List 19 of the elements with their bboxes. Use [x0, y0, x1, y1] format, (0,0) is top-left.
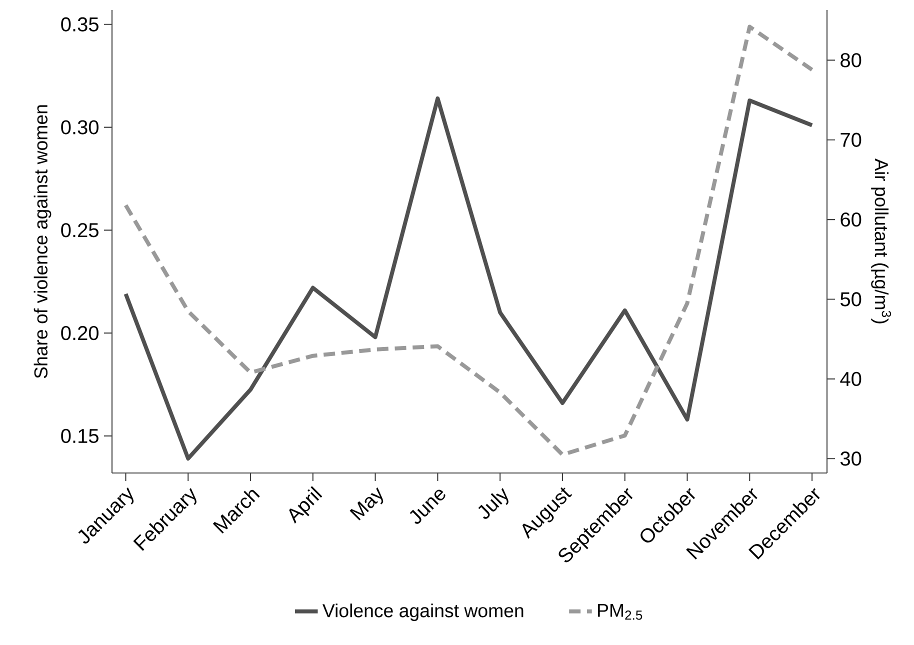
y2-tick-label: 30	[840, 452, 862, 466]
y-tick-label: 0.30	[61, 120, 98, 134]
y-tick-label: 0.20	[61, 326, 98, 340]
y-axis-title: Share of violence against women	[34, 105, 52, 378]
y-tick-label: 0.25	[61, 223, 98, 238]
y2-tick-label: 50	[840, 292, 862, 306]
legend-label: Violence against women	[322, 604, 524, 621]
line-series	[124, 96, 814, 461]
y-tick-label: 0.15	[61, 428, 98, 444]
y2-tick-label: 70	[840, 132, 862, 147]
y-tick-label: 0.35	[61, 17, 98, 32]
legend-label: PM$_{2.5}$	[598, 604, 642, 620]
line-series	[124, 24, 814, 457]
y2-tick-label: 80	[840, 53, 862, 68]
y2-tick-label: 40	[840, 372, 862, 386]
y2-tick-label: 60	[840, 212, 862, 227]
x-tick-label: July	[478, 488, 508, 519]
x-tick-label: May	[350, 487, 384, 520]
y2-axis-title: Air pollutant (µg/m$^{3}$)	[871, 158, 892, 324]
